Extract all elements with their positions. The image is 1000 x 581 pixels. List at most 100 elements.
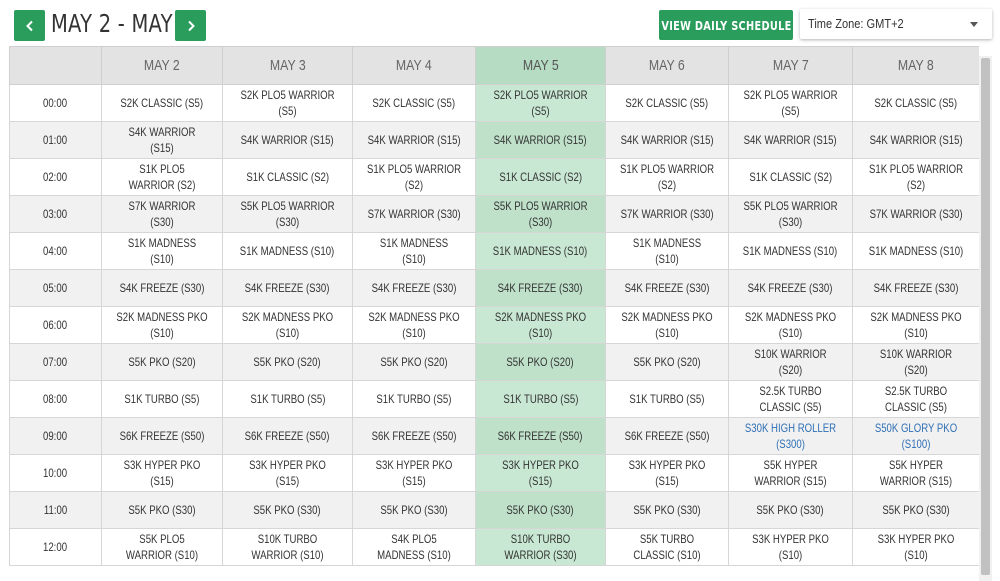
tournament-cell: S2K PLO5 WARRIOR (S5): [728, 84, 853, 122]
tournament-name: S5K TURBO CLASSIC (S10): [633, 532, 701, 562]
time-cell: 03:00: [9, 195, 102, 233]
tournament-name: S1K PLO5 WARRIOR (S2): [868, 162, 964, 192]
tournament-name: S6K FREEZE (S50): [119, 429, 205, 443]
tournament-cell: S5K PKO (S20): [222, 343, 353, 381]
schedule-grid: MAY 2 MAY 3 MAY 4 MAY 5 MAY 6 MAY 7 MAY 8 00:0…: [9, 46, 979, 581]
tournament-name: S2K CLASSIC (S5): [625, 96, 709, 110]
tournament-name: S4K FREEZE (S30): [624, 281, 710, 295]
prev-week-button[interactable]: [14, 10, 45, 41]
tournament-cell: S10K TURBO WARRIOR (S10): [222, 528, 353, 566]
tournament-cell: S6K FREEZE (S50): [222, 417, 353, 455]
tournament-name: S4K WARRIOR (S15): [744, 133, 837, 147]
next-week-button[interactable]: [175, 10, 206, 41]
time-label: 12:00: [43, 540, 68, 554]
schedule-row: 03:00 S7K WARRIOR (S30) S5K PLO5 WARRIOR (…: [9, 195, 979, 233]
tournament-cell: S5K PKO (S30): [605, 491, 729, 529]
tournament-cell: S6K FREEZE (S50): [605, 417, 729, 455]
tournament-cell: S5K PLO5 WARRIOR (S10): [101, 528, 223, 566]
tournament-name: S7K WARRIOR (S30): [869, 207, 963, 221]
tournament-cell: S1K CLASSIC (S2): [222, 158, 353, 196]
tournament-link-cell[interactable]: S30K HIGH ROLLER (S300): [728, 417, 853, 455]
tournament-name: S2.5K TURBO CLASSIC (S5): [759, 384, 822, 414]
tournament-name: S2K CLASSIC (S5): [874, 96, 958, 110]
caret-down-icon: [970, 22, 978, 27]
header-row: MAY 2 MAY 3 MAY 4 MAY 5 MAY 6 MAY 7 MAY 8: [9, 46, 979, 85]
time-cell: 04:00: [9, 232, 102, 270]
tournament-name: S5K HYPER WARRIOR (S15): [879, 458, 953, 488]
tournament-cell: S2K CLASSIC (S5): [852, 84, 979, 122]
tournament-name: S1K MADNESS (S10): [632, 236, 702, 266]
time-column-header: [9, 46, 102, 85]
tournament-link[interactable]: S30K HIGH ROLLER (S300): [744, 421, 837, 451]
tournament-cell: S5K PKO (S30): [222, 491, 353, 529]
tournament-cell: S4K FREEZE (S30): [101, 269, 223, 307]
day-header-label: MAY 8: [898, 57, 934, 74]
tournament-cell: S2.5K TURBO CLASSIC (S5): [728, 380, 853, 418]
tournament-name: S2K PLO5 WARRIOR (S5): [743, 88, 838, 118]
tournament-cell: S1K MADNESS (S10): [352, 232, 476, 270]
day-header-label: MAY 5: [522, 57, 559, 74]
tournament-name: S3K HYPER PKO (S15): [375, 458, 453, 488]
tournament-cell: S4K WARRIOR (S15): [728, 121, 853, 159]
tournament-name: S5K PLO5 WARRIOR (S30): [493, 199, 588, 229]
tournament-name: S4K WARRIOR (S15): [367, 133, 461, 147]
tournament-name: S2K MADNESS PKO (S10): [241, 310, 334, 340]
vertical-scrollbar[interactable]: [979, 56, 992, 581]
time-label: 11:00: [43, 503, 68, 517]
time-label: 09:00: [43, 429, 68, 443]
tournament-name: S2K PLO5 WARRIOR (S5): [240, 88, 335, 118]
tournament-link-cell[interactable]: S50K GLORY PKO (S100): [852, 417, 979, 455]
timezone-select[interactable]: Time Zone: GMT+2: [800, 9, 992, 39]
day-header-label: MAY 3: [269, 57, 306, 74]
tournament-cell: S2K MADNESS PKO (S10): [605, 306, 729, 344]
tournament-name: S3K HYPER PKO (S15): [249, 458, 326, 488]
tournament-cell: S6K FREEZE (S50): [475, 417, 606, 455]
tournament-cell: S3K HYPER PKO (S15): [475, 454, 606, 492]
time-cell: 08:00: [9, 380, 102, 418]
tournament-cell: S10K TURBO WARRIOR (S30): [475, 528, 606, 566]
time-label: 05:00: [43, 281, 68, 295]
schedule-row: 12:00 S5K PLO5 WARRIOR (S10) S10K TURBO WA…: [9, 528, 979, 566]
tournament-name: S1K CLASSIC (S2): [749, 170, 832, 184]
tournament-cell: S10K WARRIOR (S20): [728, 343, 853, 381]
tournament-name: S5K PKO (S30): [380, 503, 448, 517]
tournament-link[interactable]: S50K GLORY PKO (S100): [874, 421, 958, 451]
schedule-row: 00:00 S2K CLASSIC (S5) S2K PLO5 WARRIOR (S…: [9, 84, 979, 122]
tournament-name: S3K HYPER PKO (S15): [123, 458, 201, 488]
tournament-cell: S1K TURBO (S5): [605, 380, 729, 418]
day-header-label: MAY 2: [144, 57, 180, 74]
schedule-row: 07:00 S5K PKO (S20) S5K PKO (S20) S5K PKO (…: [9, 343, 979, 381]
tournament-cell: S2K MADNESS PKO (S10): [222, 306, 353, 344]
tournament-name: S2K MADNESS PKO (S10): [870, 310, 962, 340]
tournament-cell: S1K PLO5 WARRIOR (S2): [352, 158, 476, 196]
schedule-row: 01:00 S4K WARRIOR (S15) S4K WARRIOR (S15) S…: [9, 121, 979, 159]
tournament-name: S5K PKO (S20): [253, 355, 322, 369]
schedule-row: 10:00 S3K HYPER PKO (S15) S3K HYPER PKO (S…: [9, 454, 979, 492]
view-daily-schedule-label: VIEW DAILY SCHEDULE: [660, 17, 792, 33]
tournament-name: S7K WARRIOR (S30): [620, 207, 714, 221]
view-daily-schedule-button[interactable]: VIEW DAILY SCHEDULE: [659, 10, 793, 40]
tournament-cell: S1K TURBO (S5): [475, 380, 606, 418]
time-cell: 00:00: [9, 84, 102, 122]
tournament-cell: S5K PLO5 WARRIOR (S30): [475, 195, 606, 233]
tournament-cell: S2K CLASSIC (S5): [101, 84, 223, 122]
day-header: MAY 5: [475, 46, 606, 85]
tournament-name: S1K MADNESS (S10): [493, 244, 588, 258]
tournament-cell: S1K MADNESS (S10): [728, 232, 853, 270]
tournament-name: S6K FREEZE (S50): [624, 429, 710, 443]
tournament-cell: S4K WARRIOR (S15): [605, 121, 729, 159]
tournament-cell: S3K HYPER PKO (S15): [352, 454, 476, 492]
time-cell: 12:00: [9, 528, 102, 566]
tournament-cell: S3K HYPER PKO (S10): [852, 528, 979, 566]
tournament-name: S4K FREEZE (S30): [748, 281, 833, 295]
tournament-name: S2.5K TURBO CLASSIC (S5): [884, 384, 948, 414]
tournament-cell: S2K MADNESS PKO (S10): [728, 306, 853, 344]
tournament-cell: S5K PKO (S20): [101, 343, 223, 381]
day-header-label: MAY 4: [396, 57, 432, 74]
tournament-name: S5K PKO (S30): [633, 503, 701, 517]
day-header: MAY 6: [605, 46, 729, 85]
tournament-name: S2K MADNESS PKO (S10): [368, 310, 460, 340]
scrollbar-thumb[interactable]: [981, 58, 990, 575]
tournament-name: S3K HYPER PKO (S15): [502, 458, 579, 488]
tournament-name: S1K MADNESS (S10): [379, 236, 449, 266]
